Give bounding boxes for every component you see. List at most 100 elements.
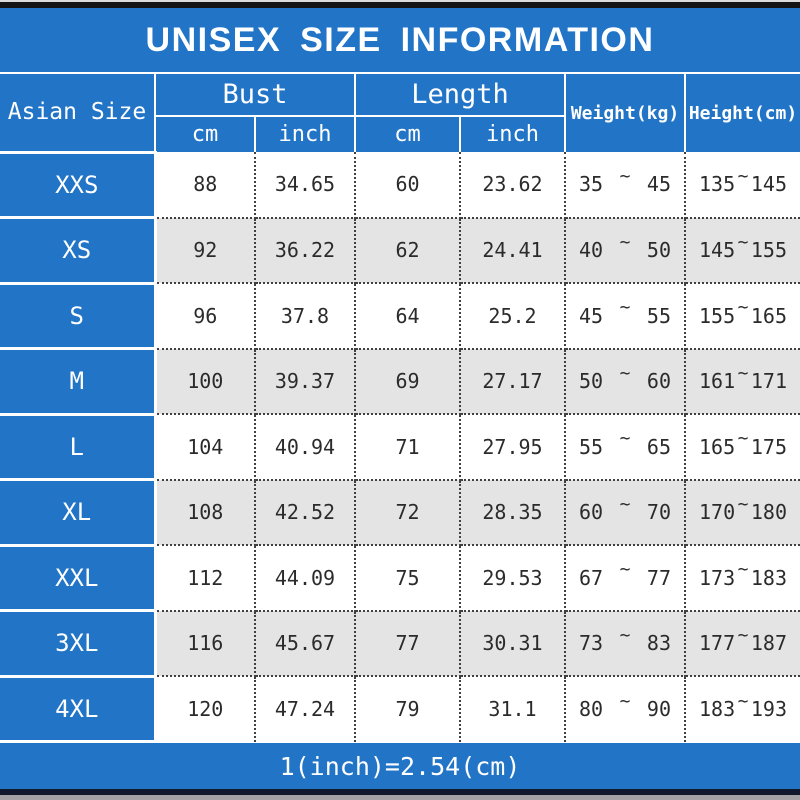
range-max: 83 (646, 631, 672, 656)
range-separator: ~ (737, 690, 749, 712)
weight-range: 67 ~ 77 (565, 545, 687, 612)
range-separator: ~ (619, 493, 631, 515)
range-separator: ~ (737, 493, 749, 515)
top-hairline (0, 0, 800, 2)
height-range: 161 ~ 171 (685, 348, 800, 415)
length-cm-value: 64 (355, 283, 461, 350)
range-max: 187 (750, 631, 788, 656)
unit-header-bust-inch: inch (255, 116, 356, 152)
height-range: 165 ~ 175 (685, 414, 800, 481)
range-min: 67 (579, 565, 604, 590)
range-separator: ~ (619, 165, 631, 187)
length-inch-value: 30.31 (460, 610, 567, 677)
range-max: 45 (646, 172, 672, 197)
size-label: XXS (0, 152, 157, 219)
range-separator: ~ (737, 624, 749, 646)
range-max: 155 (750, 238, 788, 263)
table-header: Asian Size Bust Length Weight(kg) Height… (0, 74, 800, 154)
bust-inch-value: 40.94 (255, 414, 356, 481)
range-max: 183 (750, 565, 788, 590)
range-separator: ~ (619, 690, 631, 712)
length-cm-value: 60 (355, 152, 461, 219)
bust-cm-value: 116 (155, 610, 256, 677)
range-max: 175 (750, 434, 788, 459)
bust-inch-value: 34.65 (255, 152, 356, 219)
range-max: 171 (750, 369, 788, 394)
bust-cm-value: 112 (155, 545, 256, 612)
bust-cm-value: 92 (155, 217, 256, 284)
bust-cm-value: 120 (155, 676, 256, 742)
range-separator: ~ (619, 231, 631, 253)
range-separator: ~ (737, 559, 749, 581)
weight-range: 45 ~ 55 (565, 283, 687, 350)
length-inch-value: 28.35 (460, 479, 567, 546)
table-row-3xl: 3XL 116 45.67 77 30.31 73 ~ 83 177 ~ 187 (0, 610, 800, 678)
bust-cm-value: 104 (155, 414, 256, 481)
range-min: 45 (579, 303, 604, 328)
range-min: 183 (699, 697, 736, 722)
col-header-length: Length (355, 74, 567, 117)
size-label: L (0, 414, 157, 481)
length-inch-value: 29.53 (460, 545, 567, 612)
length-cm-value: 75 (355, 545, 461, 612)
range-separator: ~ (619, 297, 631, 319)
range-min: 170 (699, 500, 736, 525)
range-max: 60 (646, 369, 672, 394)
range-separator: ~ (619, 428, 631, 450)
table-row-m: M 100 39.37 69 27.17 50 ~ 60 161 ~ 171 (0, 348, 800, 416)
range-max: 65 (646, 434, 672, 459)
length-cm-value: 62 (355, 217, 461, 284)
weight-range: 60 ~ 70 (565, 479, 687, 546)
range-max: 77 (646, 565, 672, 590)
height-range: 183 ~ 193 (685, 676, 800, 742)
weight-range: 50 ~ 60 (565, 348, 687, 415)
range-max: 50 (646, 238, 672, 263)
header-row-groups: Asian Size Bust Length Weight(kg) Height… (0, 74, 800, 154)
bottom-gray-bar (0, 795, 800, 800)
bust-cm-value: 96 (155, 283, 256, 350)
size-label: XL (0, 479, 157, 547)
range-min: 73 (579, 631, 604, 656)
height-range: 155 ~ 165 (685, 283, 800, 350)
unit-header-length-cm: cm (355, 116, 461, 152)
unit-header-length-inch: inch (460, 116, 567, 152)
range-min: 50 (579, 369, 604, 394)
bust-inch-value: 36.22 (255, 217, 356, 284)
range-separator: ~ (619, 362, 631, 384)
range-min: 145 (699, 238, 736, 263)
range-max: 145 (750, 172, 788, 197)
top-black-bar (0, 2, 800, 8)
weight-range: 80 ~ 90 (565, 676, 687, 742)
range-min: 173 (699, 565, 736, 590)
range-separator: ~ (619, 624, 631, 646)
range-separator: ~ (737, 362, 749, 384)
conversion-note: 1(inch)=2.54(cm) (279, 751, 521, 781)
weight-range: 55 ~ 65 (565, 414, 687, 481)
range-max: 90 (646, 697, 672, 722)
weight-range: 73 ~ 83 (565, 610, 687, 677)
bust-inch-value: 47.24 (255, 676, 356, 742)
range-min: 60 (579, 500, 604, 525)
bust-inch-value: 42.52 (255, 479, 356, 546)
unit-header-bust-cm: cm (155, 116, 256, 152)
height-range: 170 ~ 180 (685, 479, 800, 546)
range-separator: ~ (619, 559, 631, 581)
col-header-asian-size: Asian Size (0, 74, 156, 154)
range-max: 180 (750, 500, 788, 525)
length-inch-value: 24.41 (460, 217, 567, 284)
table-row-xl: XL 108 42.52 72 28.35 60 ~ 70 170 ~ 180 (0, 479, 800, 547)
range-min: 177 (699, 631, 736, 656)
header-row-units: cm inch cm inch (0, 116, 800, 152)
weight-range: 35 ~ 45 (565, 152, 687, 219)
range-separator: ~ (737, 165, 749, 187)
weight-range: 40 ~ 50 (565, 217, 687, 284)
table-row-l: L 104 40.94 71 27.95 55 ~ 65 165 ~ 175 (0, 414, 800, 481)
length-inch-value: 31.1 (460, 676, 567, 742)
length-cm-value: 79 (355, 676, 461, 742)
length-inch-value: 27.17 (460, 348, 567, 415)
range-min: 80 (579, 697, 604, 722)
col-header-weight: Weight(kg) (565, 74, 687, 152)
bust-inch-value: 39.37 (255, 348, 356, 415)
col-header-height: Height(cm) (685, 74, 800, 152)
footer-band: 1(inch)=2.54(cm) (0, 743, 800, 789)
